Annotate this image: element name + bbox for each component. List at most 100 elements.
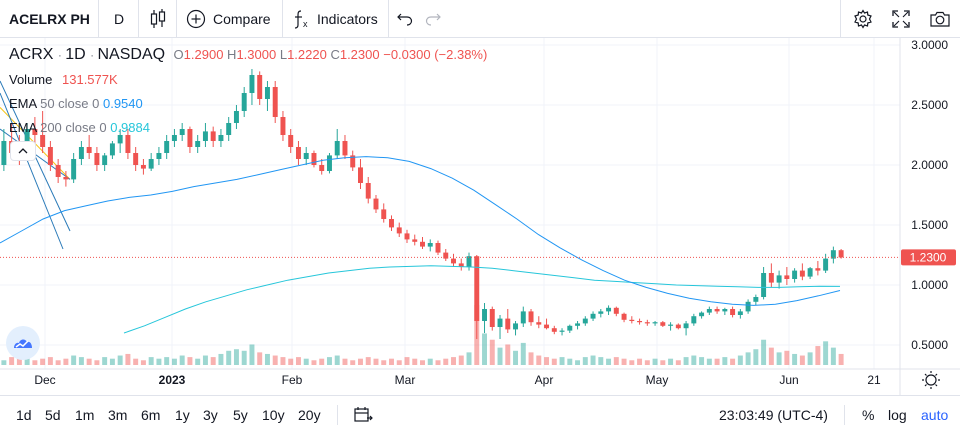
- range-button-3y[interactable]: 3y: [203, 407, 218, 423]
- auto-scale-button[interactable]: auto: [921, 407, 949, 423]
- volume-bar: [164, 357, 170, 365]
- candle-body: [272, 87, 278, 117]
- candle-body: [629, 319, 635, 321]
- volume-bar: [807, 352, 813, 365]
- log-scale-button[interactable]: log: [888, 407, 907, 423]
- range-button-1m[interactable]: 1m: [75, 407, 95, 423]
- volume-bar: [551, 358, 557, 365]
- candle-body: [396, 227, 402, 234]
- chart-type-button[interactable]: [148, 0, 168, 38]
- volume-bar: [427, 358, 433, 365]
- volume-bar: [311, 360, 317, 365]
- go-to-date-button[interactable]: [353, 396, 373, 434]
- time-axis: Dec 2023 Feb Mar Apr May Jun 21: [34, 373, 881, 387]
- price-chart[interactable]: 3.0000 2.5000 2.0000 1.5000 1.0000 0.5000 Dec…: [0, 38, 960, 395]
- candle-body: [621, 313, 627, 320]
- range-button-10y[interactable]: 10y: [262, 407, 285, 423]
- range-button-5d[interactable]: 5d: [45, 407, 61, 423]
- undo-button[interactable]: [396, 0, 414, 38]
- volume-bar: [629, 360, 635, 365]
- volume-bar: [179, 355, 185, 365]
- range-button-1d[interactable]: 1d: [16, 407, 32, 423]
- indicators-label: Indicators: [317, 11, 378, 27]
- volume-bar: [621, 358, 627, 365]
- candle-body: [373, 198, 379, 210]
- candle-body: [722, 309, 728, 312]
- candle-body: [257, 75, 263, 99]
- volume-bar: [567, 358, 573, 365]
- volume-bar: [598, 357, 604, 365]
- candle-body: [94, 153, 100, 165]
- interval-button[interactable]: D: [114, 11, 125, 27]
- symbol-search-button[interactable]: ACELRX PH: [9, 11, 90, 27]
- chevron-up-icon: [18, 148, 28, 154]
- time-axis-settings-button[interactable]: [922, 371, 940, 389]
- compare-button[interactable]: Compare: [186, 0, 271, 38]
- settings-button[interactable]: [853, 0, 873, 38]
- candle-body: [47, 147, 53, 165]
- range-button-20y[interactable]: 20y: [298, 407, 321, 423]
- candle-body: [342, 141, 348, 156]
- candle-body: [319, 165, 325, 171]
- volume-bar: [148, 357, 154, 365]
- price-tick-label: 2.5000: [911, 98, 948, 112]
- candle-body: [32, 129, 38, 135]
- volume-bar: [94, 360, 100, 365]
- candle-body: [458, 263, 464, 267]
- volume-bar: [435, 360, 441, 365]
- candle-body: [179, 129, 185, 135]
- percent-scale-button[interactable]: %: [862, 407, 875, 423]
- ema50-legend[interactable]: EMA 50 close 0 0.9540: [9, 96, 143, 111]
- range-button-5y[interactable]: 5y: [233, 407, 248, 423]
- candle-body: [288, 135, 294, 147]
- fullscreen-button[interactable]: [891, 0, 911, 38]
- candle-body: [683, 323, 689, 329]
- toolbar-divider: [98, 0, 99, 38]
- candle-body: [830, 250, 836, 259]
- volume-bar: [644, 360, 650, 365]
- volume-bar: [264, 353, 270, 365]
- snapshot-button[interactable]: [929, 0, 951, 38]
- volume-bar: [761, 339, 767, 365]
- legend-ticker[interactable]: ACRX: [9, 46, 54, 63]
- trend-line[interactable]: [0, 92, 64, 250]
- volume-bar: [606, 358, 612, 365]
- tradingview-logo[interactable]: [6, 326, 40, 360]
- time-tick-label: May: [646, 373, 669, 387]
- volume-bar: [295, 357, 301, 365]
- candle-body: [334, 141, 340, 156]
- candle-body: [699, 312, 705, 317]
- toolbar-divider: [388, 0, 389, 38]
- volume-bar: [365, 357, 371, 365]
- candle-body: [71, 159, 77, 180]
- candle-body: [55, 165, 61, 177]
- candle-body: [838, 250, 844, 258]
- candle-body: [412, 239, 418, 242]
- candle-body: [365, 183, 371, 199]
- range-button-1y[interactable]: 1y: [175, 407, 190, 423]
- range-button-3m[interactable]: 3m: [108, 407, 128, 423]
- candle-body: [598, 311, 604, 314]
- price-tick-label: 0.5000: [911, 338, 948, 352]
- volume-bar: [544, 357, 550, 365]
- price-tick-label: 3.0000: [911, 38, 948, 52]
- clock-display[interactable]: 23:03:49 (UTC-4): [719, 407, 828, 423]
- indicators-button[interactable]: x Indicators: [292, 0, 378, 38]
- volume-bar: [319, 358, 325, 365]
- range-button-6m[interactable]: 6m: [141, 407, 161, 423]
- legend-collapse-button[interactable]: [10, 141, 36, 161]
- ema50-line: [0, 156, 841, 306]
- volume-label: Volume: [9, 72, 53, 87]
- candle-body: [784, 275, 790, 279]
- ema50-params: 50 close 0: [40, 96, 100, 111]
- ema200-line: [123, 265, 841, 334]
- candle-body: [536, 322, 542, 325]
- ema200-legend[interactable]: EMA 200 close 0 0.9884: [9, 120, 150, 135]
- candle-body: [520, 311, 526, 324]
- redo-button[interactable]: [424, 0, 442, 38]
- open-value: 1.2900: [183, 47, 224, 62]
- candle-body: [745, 301, 751, 312]
- volume-bar: [249, 344, 255, 365]
- volume-legend[interactable]: Volume 131.577K: [9, 72, 118, 87]
- volume-bar: [350, 360, 356, 365]
